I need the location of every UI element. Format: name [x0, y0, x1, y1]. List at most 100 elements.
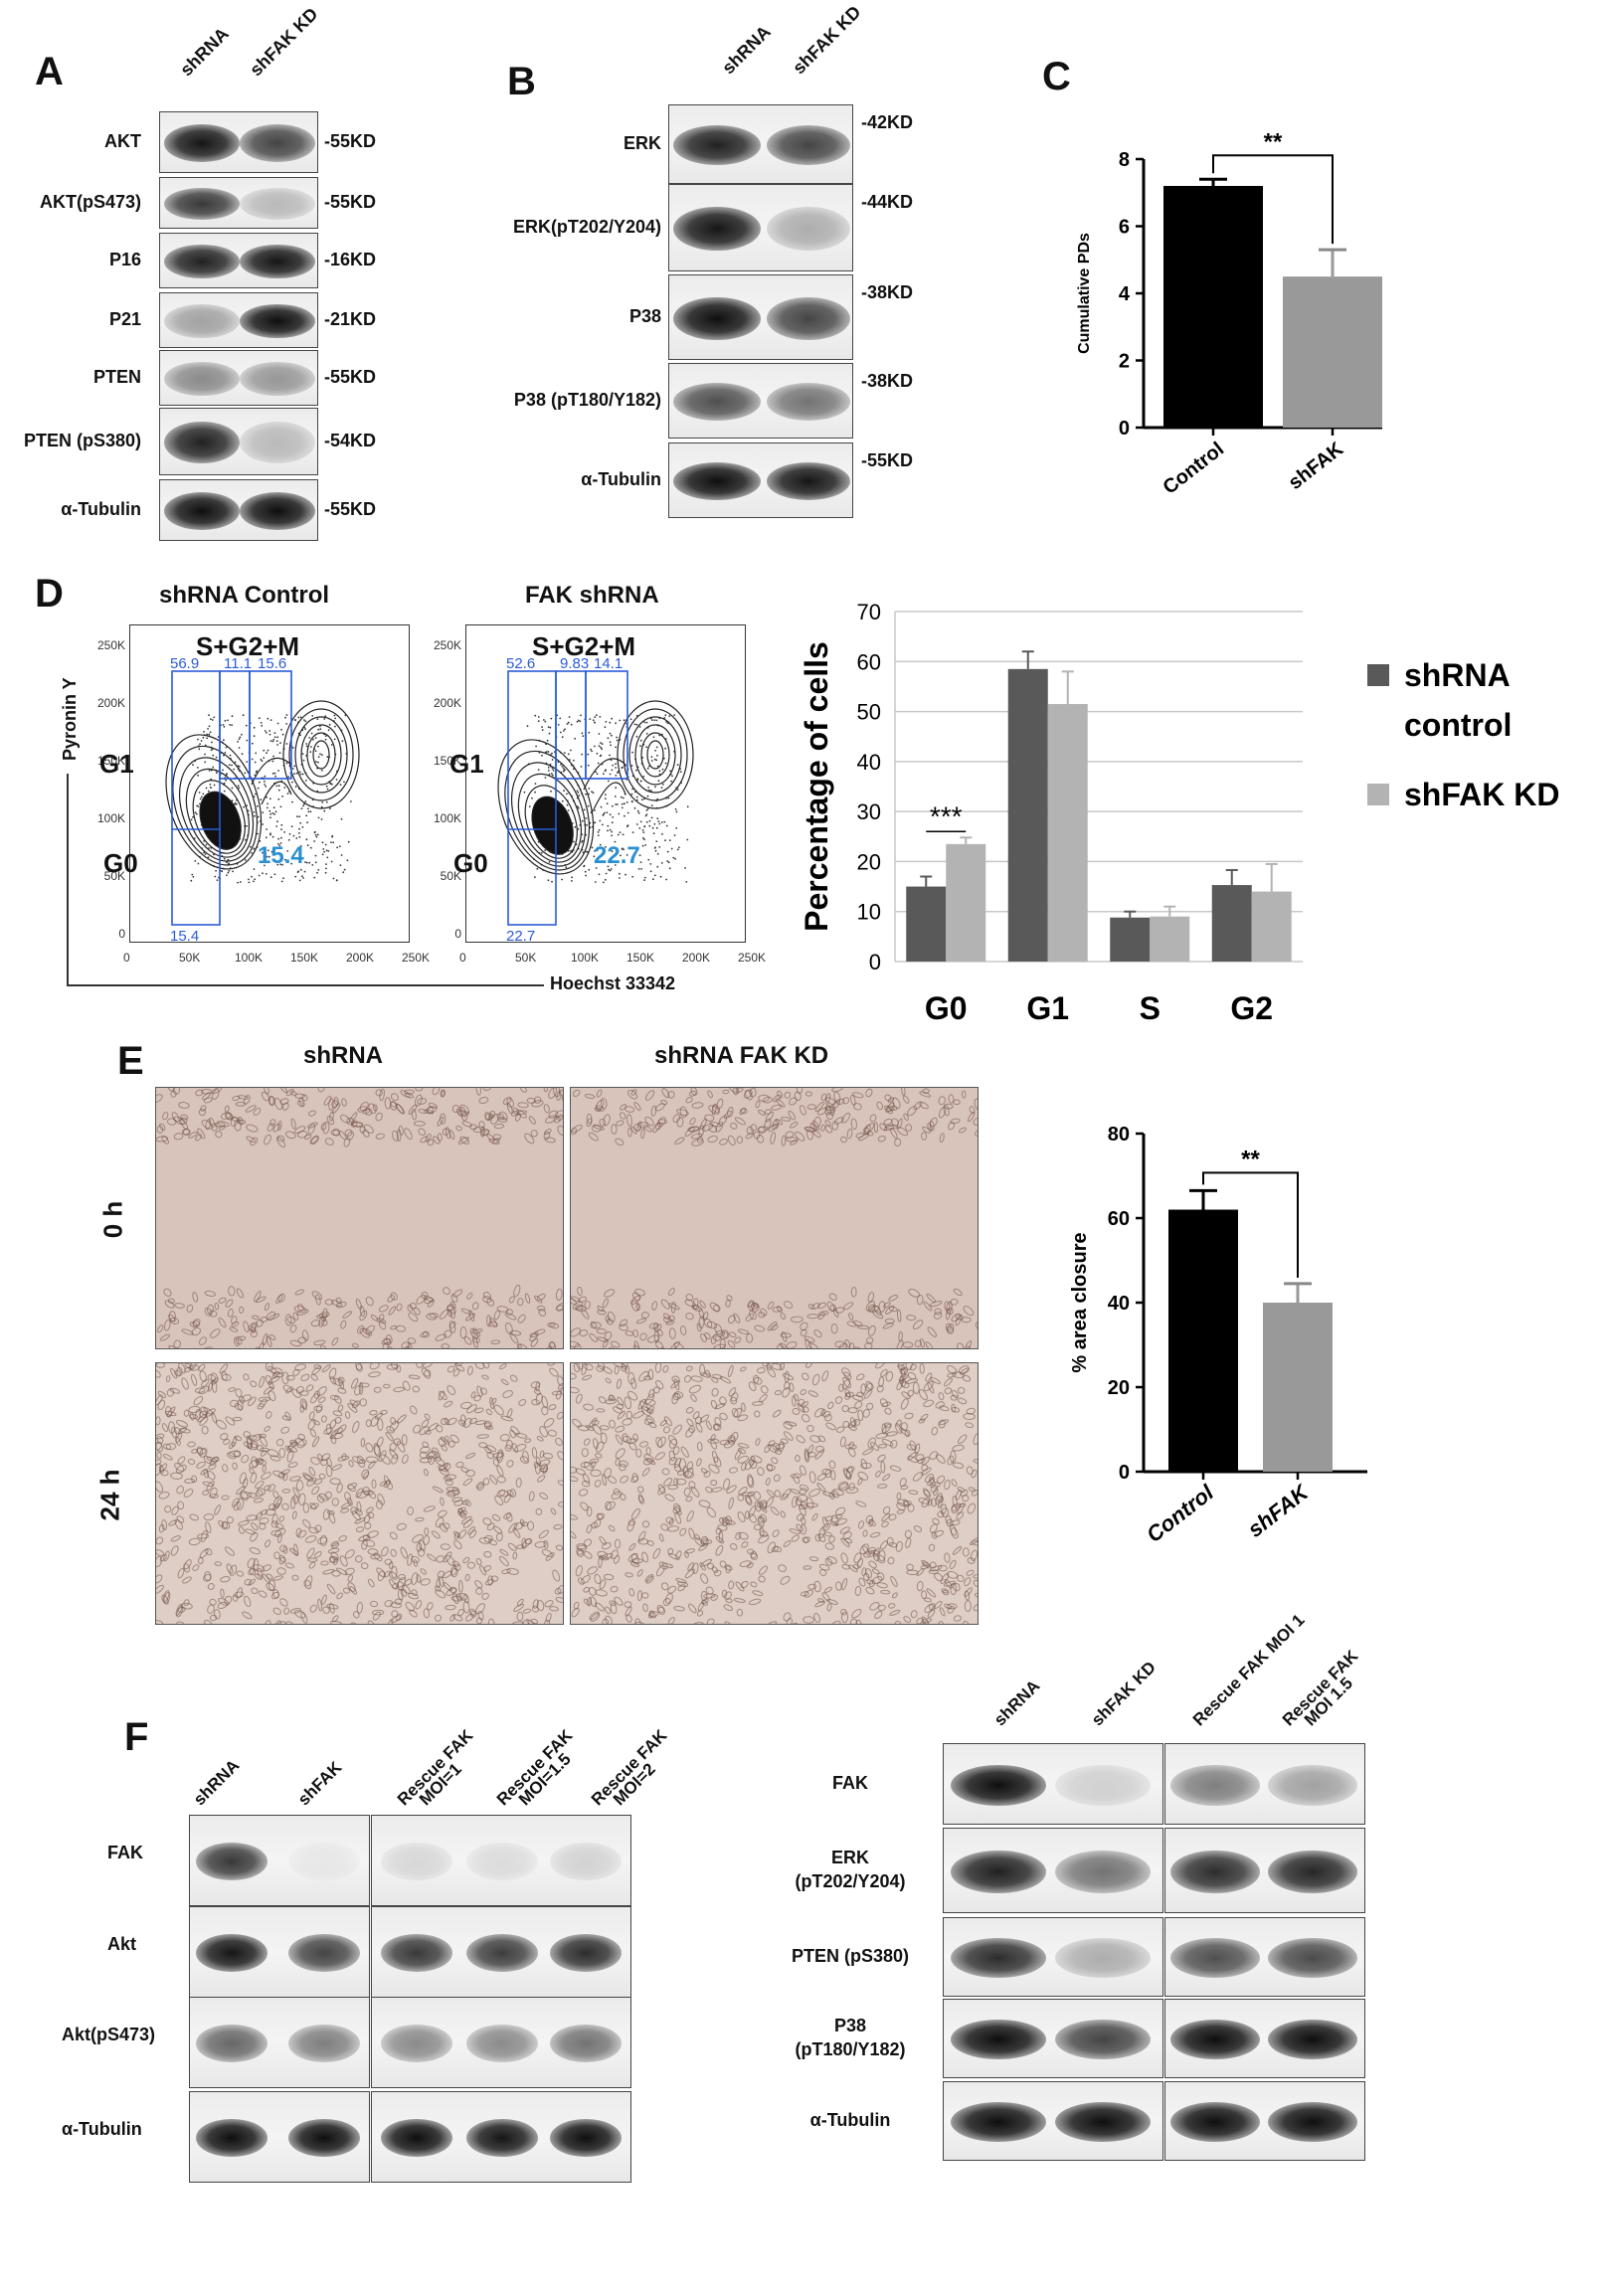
cell: [556, 1389, 562, 1400]
cell: [830, 1514, 839, 1525]
cell: [346, 1117, 355, 1126]
cell: [541, 1406, 549, 1416]
cell: [331, 1498, 339, 1506]
cell: [573, 1343, 582, 1348]
cell: [685, 1293, 694, 1302]
flow-event-dot: [664, 747, 666, 750]
cell: [438, 1438, 446, 1448]
western-band: [466, 1933, 538, 1973]
flow-event-dot: [269, 816, 271, 819]
flow-event-dot: [655, 719, 658, 722]
cell: [398, 1125, 404, 1136]
cell: [775, 1098, 786, 1108]
cell: [650, 1105, 657, 1117]
flow-contour: [306, 732, 336, 778]
cell: [156, 1549, 164, 1557]
cell: [512, 1621, 524, 1624]
cell: [296, 1304, 304, 1312]
cell: [867, 1292, 875, 1303]
flow-event-dot: [215, 756, 218, 759]
flow-event-dot: [298, 879, 301, 882]
cell: [410, 1555, 421, 1563]
cell: [758, 1502, 768, 1513]
panel-d-letter: D: [35, 572, 64, 616]
cell: [676, 1109, 689, 1117]
cell: [527, 1520, 535, 1531]
flow-event-dot: [314, 861, 317, 864]
flow-event-dot: [655, 746, 658, 749]
cell: [641, 1520, 650, 1528]
cell: [572, 1418, 583, 1428]
flow-event-dot: [264, 730, 267, 732]
cell: [350, 1377, 359, 1389]
flow-event-dot: [644, 814, 647, 817]
cell: [382, 1342, 390, 1348]
flow-event-dot: [190, 879, 193, 882]
flow-event-dot: [649, 870, 652, 873]
cell: [243, 1431, 252, 1439]
cell: [914, 1339, 922, 1347]
cell: [868, 1560, 877, 1569]
cell: [419, 1457, 433, 1464]
cell: [181, 1128, 190, 1136]
cell: [557, 1114, 563, 1122]
flow-event-dot: [583, 864, 586, 867]
cell: [349, 1586, 357, 1595]
cell: [773, 1409, 782, 1418]
flow-event-dot: [239, 736, 242, 739]
cell: [400, 1090, 411, 1098]
flow-event-dot: [635, 735, 638, 738]
cell: [355, 1555, 363, 1563]
cell: [191, 1327, 202, 1336]
cell: [773, 1094, 782, 1103]
cell: [370, 1416, 379, 1427]
cell: [888, 1542, 898, 1548]
cell: [408, 1592, 419, 1600]
cell: [200, 1406, 209, 1416]
flow-event-dot: [650, 816, 653, 819]
cell: [583, 1538, 593, 1547]
cell: [605, 1606, 612, 1615]
cell: [391, 1610, 399, 1618]
cell: [522, 1450, 529, 1463]
cell: [344, 1129, 353, 1137]
cell: [311, 1486, 320, 1496]
cell: [884, 1094, 892, 1102]
flow-event-dot: [563, 770, 565, 773]
flow-event-dot: [599, 716, 602, 718]
cell: [927, 1326, 938, 1337]
flow-event-dot: [670, 780, 672, 783]
cell: [229, 1326, 239, 1332]
cell: [526, 1097, 536, 1104]
western-band: [1055, 2020, 1151, 2059]
cell: [261, 1091, 269, 1102]
flow-event-dot: [550, 773, 553, 775]
cell: [183, 1489, 194, 1498]
panel-a-row-label: P16: [108, 250, 141, 269]
cell: [953, 1615, 962, 1622]
cell: [370, 1600, 379, 1608]
western-band: [240, 491, 315, 531]
cell: [359, 1327, 371, 1338]
cell: [409, 1303, 417, 1310]
cell: [156, 1094, 163, 1103]
cell: [332, 1410, 343, 1417]
cell: [677, 1584, 686, 1592]
flow-event-dot: [304, 780, 307, 782]
cell: [705, 1586, 714, 1595]
cell: [630, 1507, 640, 1520]
cell: [790, 1473, 803, 1479]
cell: [944, 1578, 953, 1589]
cell: [460, 1467, 469, 1474]
cell: [169, 1387, 181, 1394]
flow-event-dot: [589, 718, 592, 720]
flow-event-dot: [310, 732, 313, 735]
cell: [167, 1088, 176, 1092]
cell: [457, 1137, 469, 1145]
cell: [736, 1136, 744, 1144]
flow-event-dot: [298, 832, 300, 834]
cell: [688, 1603, 697, 1614]
cell: [663, 1426, 670, 1434]
cell: [654, 1363, 662, 1373]
cell: [947, 1455, 955, 1466]
